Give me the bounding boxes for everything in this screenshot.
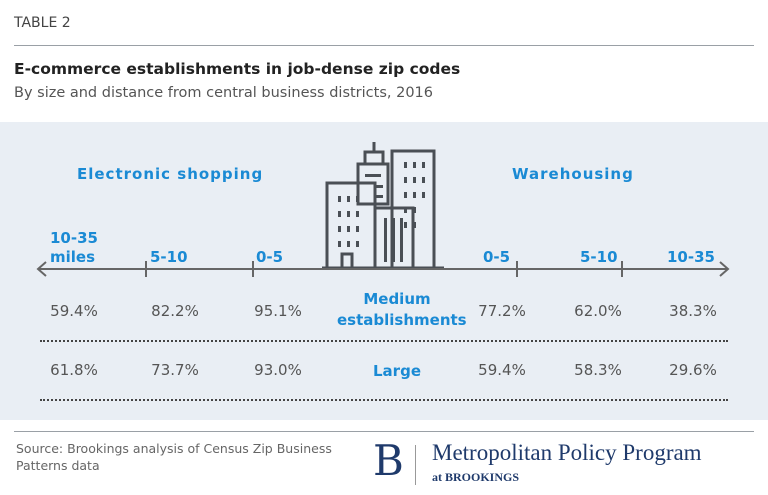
axis-unit: miles bbox=[50, 248, 96, 266]
row-label: Medium establishments bbox=[337, 290, 467, 329]
row-divider bbox=[40, 399, 728, 401]
table-cell: 59.4% bbox=[478, 361, 526, 379]
page-title: E-commerce establishments in job-dense z… bbox=[14, 60, 461, 78]
table-cell: 38.3% bbox=[669, 302, 717, 320]
table-cell: 62.0% bbox=[574, 302, 622, 320]
table-cell: 77.2% bbox=[478, 302, 526, 320]
axis-label-right-5-10: 5-10 bbox=[580, 248, 618, 266]
logo-title: Metropolitan Policy Program bbox=[432, 440, 702, 465]
table-cell: 82.2% bbox=[151, 302, 199, 320]
city-buildings-icon bbox=[322, 142, 444, 270]
axis-label-left-5-10: 5-10 bbox=[150, 248, 188, 266]
table-cell: 59.4% bbox=[50, 302, 98, 320]
source-note: Source: Brookings analysis of Census Zip… bbox=[16, 441, 332, 473]
table-cell: 61.8% bbox=[50, 361, 98, 379]
row-divider bbox=[40, 340, 728, 342]
axis-label-right-10-35: 10-35 bbox=[667, 248, 715, 266]
group-electronic-shopping: Electronic shopping bbox=[77, 165, 264, 183]
distance-axis bbox=[36, 261, 730, 277]
subtitle: By size and distance from central busine… bbox=[14, 85, 434, 101]
table-label: TABLE 2 bbox=[14, 15, 71, 31]
axis-tick-label: 10-35 bbox=[50, 229, 98, 247]
table-cell: 93.0% bbox=[254, 361, 302, 379]
row-label: Large bbox=[373, 362, 421, 380]
group-warehousing: Warehousing bbox=[512, 165, 634, 183]
chart-panel bbox=[0, 122, 768, 420]
axis-label-left-0-5: 0-5 bbox=[256, 248, 284, 266]
axis-label-left-10-35: 10-35 miles bbox=[50, 229, 98, 267]
table-cell: 58.3% bbox=[574, 361, 622, 379]
table-cell: 95.1% bbox=[254, 302, 302, 320]
table-cell: 29.6% bbox=[669, 361, 717, 379]
logo-subtitle: at BROOKINGS bbox=[432, 470, 520, 484]
axis-label-right-0-5: 0-5 bbox=[483, 248, 511, 266]
table-cell: 73.7% bbox=[151, 361, 199, 379]
logo-letter: B bbox=[373, 436, 404, 485]
